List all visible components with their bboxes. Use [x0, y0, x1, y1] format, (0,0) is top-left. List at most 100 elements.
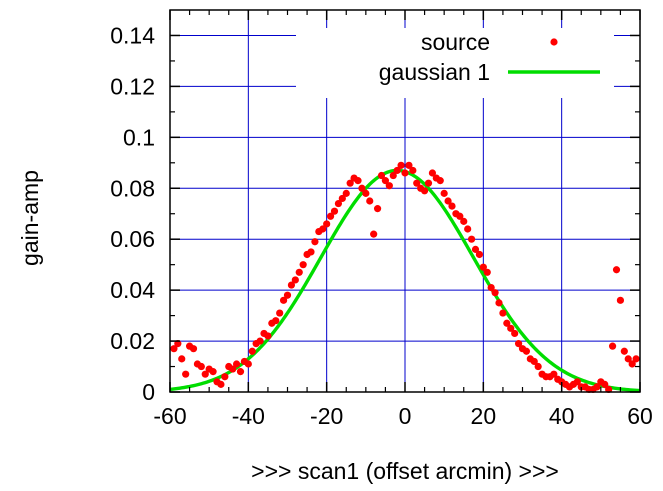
source-point: [436, 177, 444, 185]
source-point: [373, 205, 382, 213]
source-point: [503, 319, 511, 327]
x-axis-title: >>> scan1 (offset arcmin) >>>: [251, 458, 559, 484]
y-tick-label: 0.14: [110, 22, 155, 48]
source-point: [440, 189, 448, 197]
source-point: [319, 225, 327, 233]
source-point: [264, 332, 272, 340]
source-point: [283, 291, 292, 299]
source-point: [276, 309, 284, 317]
source-point: [272, 317, 280, 325]
source-point: [256, 337, 264, 345]
x-tick-labels: -60 -40 -20 0 20 40 60: [153, 403, 652, 429]
source-point: [197, 362, 205, 371]
axis-ticks: [169, 10, 641, 393]
source-point: [189, 345, 198, 353]
source-point: [456, 212, 464, 220]
source-point: [334, 199, 343, 208]
source-point: [464, 225, 472, 233]
x-tick-label: -60: [153, 403, 186, 429]
source-point: [475, 250, 484, 259]
source-point: [420, 187, 429, 195]
source-point: [307, 248, 315, 256]
source-point: [507, 324, 515, 332]
legend-label-gaussian: gaussian 1: [379, 59, 490, 85]
source-point: [291, 276, 299, 284]
source-point: [326, 212, 335, 220]
source-point: [170, 345, 178, 353]
source-point: [511, 329, 519, 338]
y-axis-title: gain-amp: [17, 170, 43, 266]
y-tick-label: 0.08: [110, 175, 155, 201]
source-point: [514, 340, 523, 348]
source-point: [487, 283, 495, 292]
source-point: [389, 171, 397, 180]
source-point: [393, 166, 401, 175]
y-tick-label: 0.1: [123, 124, 155, 150]
source-point: [381, 177, 390, 185]
source-point: [299, 261, 307, 269]
source-point: [467, 235, 476, 243]
source-point: [522, 347, 531, 355]
source-point: [495, 299, 503, 307]
source-point: [397, 161, 405, 169]
source-point: [573, 378, 581, 386]
source-points-layer: [170, 161, 640, 394]
source-point: [178, 355, 186, 363]
source-point: [499, 309, 507, 317]
source-point: [612, 266, 621, 274]
x-tick-label: -20: [310, 403, 343, 429]
source-point: [248, 347, 256, 355]
legend-label-source: source: [421, 29, 490, 55]
x-tick-label: 20: [471, 403, 497, 429]
source-point: [370, 230, 378, 238]
source-point: [346, 179, 354, 187]
x-tick-label: 0: [399, 403, 412, 429]
source-point: [471, 245, 480, 253]
source-point: [444, 197, 452, 205]
y-tick-label: 0.04: [110, 277, 155, 303]
source-point: [601, 380, 609, 388]
source-point: [483, 268, 491, 276]
y-tick-label: 0: [142, 379, 155, 405]
source-point: [628, 360, 636, 368]
legend: source gaussian 1: [296, 28, 614, 98]
legend-marker-source: [550, 38, 558, 46]
y-tick-label: 0.06: [110, 226, 155, 252]
source-point: [620, 347, 628, 355]
source-point: [221, 373, 229, 381]
source-point: [201, 370, 209, 378]
source-point: [593, 383, 601, 391]
source-point: [354, 177, 362, 185]
source-point: [330, 207, 339, 215]
source-point: [428, 169, 437, 177]
x-tick-label: 60: [627, 403, 653, 429]
source-point: [229, 365, 237, 373]
source-point: [479, 263, 487, 271]
source-point: [287, 281, 296, 289]
source-point: [491, 289, 499, 297]
source-point: [608, 342, 617, 350]
legend-background: [296, 28, 614, 98]
source-point: [323, 220, 331, 228]
source-point: [362, 189, 370, 197]
source-point: [530, 357, 538, 366]
source-point: [244, 360, 252, 368]
y-tick-label: 0.12: [110, 73, 155, 99]
y-tick-labels: 0 0.02 0.04 0.06 0.08 0.1 0.12 0.14: [110, 22, 155, 405]
source-point: [311, 238, 319, 246]
source-point: [401, 169, 409, 177]
source-point: [385, 182, 393, 190]
source-point: [460, 217, 468, 225]
source-point: [424, 179, 433, 187]
source-point: [405, 161, 413, 169]
source-point: [295, 268, 303, 276]
x-tick-label: 40: [549, 403, 575, 429]
source-point: [366, 197, 374, 205]
source-point: [217, 380, 225, 388]
source-point: [550, 370, 558, 378]
source-point: [338, 194, 346, 203]
source-point: [209, 368, 217, 376]
source-point: [413, 179, 421, 187]
source-point: [409, 166, 417, 175]
